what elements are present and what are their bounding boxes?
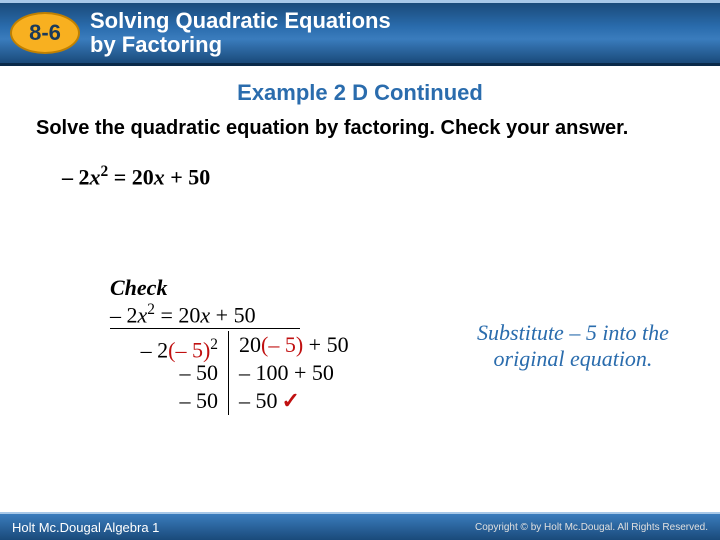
check-eq-lhs-coef: – 2 xyxy=(110,302,138,327)
check-table: – 2(– 5)2 – 50 – 50 20(– 5) + 50 – 100 +… xyxy=(110,331,398,415)
check-left-row-2: – 50 xyxy=(110,387,218,415)
title-line-2: by Factoring xyxy=(90,33,391,57)
footer-copyright: Copyright © by Holt Mc.Dougal. All Right… xyxy=(475,522,708,533)
lesson-number: 8-6 xyxy=(29,20,61,46)
r0b: (– 5) xyxy=(261,332,303,357)
eq-eq: = 20 xyxy=(108,164,154,189)
lesson-badge: 8-6 xyxy=(10,12,80,54)
l0a: – 2 xyxy=(141,338,169,363)
check-eq-rhs-var: x xyxy=(200,302,210,327)
footer-bar: Holt Mc.Dougal Algebra 1 Copyright © by … xyxy=(0,512,720,540)
check-col-left: – 2(– 5)2 – 50 – 50 xyxy=(110,331,228,415)
lesson-header: 8-6 Solving Quadratic Equations by Facto… xyxy=(0,0,720,66)
eq-rhs-tail: + 50 xyxy=(165,164,211,189)
check-eq-rhs-tail: + 50 xyxy=(210,302,255,327)
check-equation: – 2x2 = 20x + 50 xyxy=(110,301,398,329)
check-eq-lhs-var: x xyxy=(138,302,148,327)
eq-lhs-coef: – 2 xyxy=(62,164,90,189)
check-right-row-1: – 100 + 50 xyxy=(239,359,398,387)
l0c: 2 xyxy=(210,336,218,353)
lesson-title: Solving Quadratic Equations by Factoring xyxy=(90,9,391,57)
check-left-row-1: – 50 xyxy=(110,359,218,387)
eq-rhs-var: x xyxy=(154,164,165,189)
check-label: Check xyxy=(110,275,398,301)
check-left-row-0: – 2(– 5)2 xyxy=(110,331,218,359)
r2t: – 50 xyxy=(239,388,278,413)
check-right-row-0: 20(– 5) + 50 xyxy=(239,331,398,359)
instruction-text: Solve the quadratic equation by factorin… xyxy=(36,116,684,141)
r0a: 20 xyxy=(239,332,261,357)
r0c: + 50 xyxy=(303,332,348,357)
check-right-row-2: – 50✓ xyxy=(239,387,398,415)
main-equation: – 2x2 = 20x + 50 xyxy=(62,163,720,190)
substitution-note: Substitute – 5 into the original equatio… xyxy=(458,320,688,373)
checkmark-icon: ✓ xyxy=(278,388,300,413)
title-line-1: Solving Quadratic Equations xyxy=(90,9,391,33)
check-block: Check – 2x2 = 20x + 50 – 2(– 5)2 – 50 – … xyxy=(110,275,398,415)
check-col-right: 20(– 5) + 50 – 100 + 50 – 50✓ xyxy=(228,331,398,415)
example-heading: Example 2 D Continued xyxy=(0,80,720,106)
footer-book-title: Holt Mc.Dougal Algebra 1 xyxy=(12,520,159,535)
check-eq-lhs-exp: 2 xyxy=(147,301,155,318)
check-eq-eqsign: = 20 xyxy=(155,302,200,327)
eq-lhs-var: x xyxy=(90,164,101,189)
